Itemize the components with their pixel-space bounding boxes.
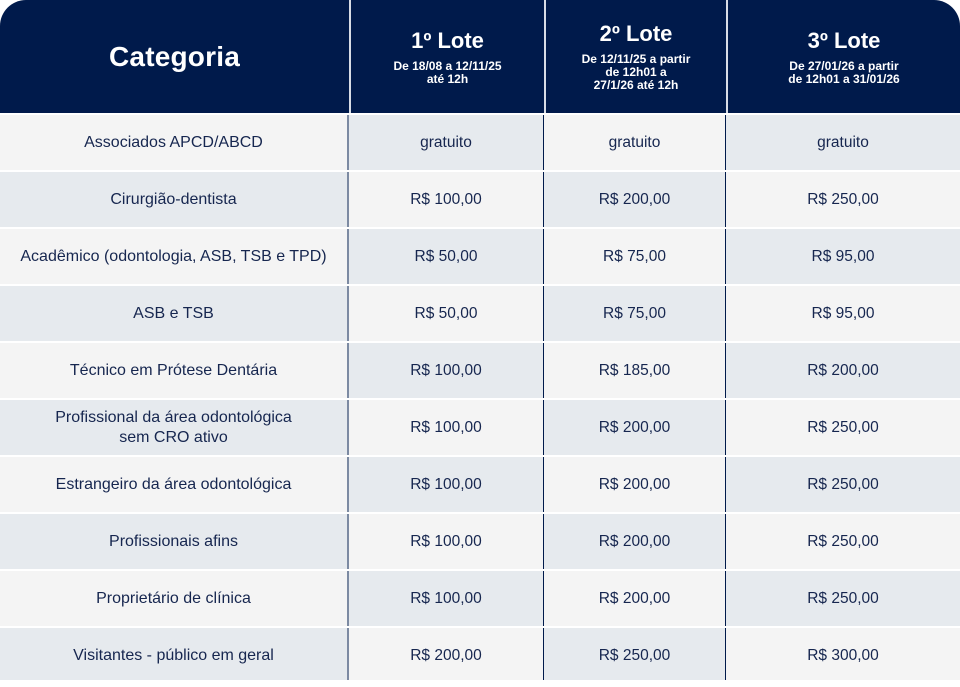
price-lote-2: R$ 75,00 [544,229,726,284]
lote-2-title: 2º Lote [599,21,673,46]
category-cell: Cirurgião-dentista [0,172,349,227]
table-row: Técnico em Prótese Dentária R$ 100,00 R$… [0,341,960,398]
price-lote-3: R$ 300,00 [726,628,960,680]
price-lote-3: R$ 250,00 [726,514,960,569]
lote-3-title: 3º Lote [807,27,881,53]
price-lote-2: R$ 200,00 [544,400,726,455]
category-cell: Estrangeiro da área odontológica [0,457,349,512]
table-row: Proprietário de clínica R$ 100,00 R$ 200… [0,569,960,626]
category-cell: ASB e TSB [0,286,349,341]
category-cell: Acadêmico (odontologia, ASB, TSB e TPD) [0,229,349,284]
category-cell: Visitantes - público em geral [0,628,349,680]
category-cell: Profissionais afins [0,514,349,569]
price-lote-1: R$ 100,00 [349,400,544,455]
table-row: ASB e TSB R$ 50,00 R$ 75,00 R$ 95,00 [0,284,960,341]
price-lote-3: R$ 250,00 [726,457,960,512]
price-lote-3: R$ 250,00 [726,172,960,227]
header-lote-2: 2º Lote De 12/11/25 a partir de 12h01 a … [544,0,726,113]
table-row: Visitantes - público em geral R$ 200,00 … [0,626,960,680]
lote-1-title: 1º Lote [411,27,484,53]
table-body: Associados APCD/ABCD gratuito gratuito g… [0,113,960,680]
price-lote-2: R$ 200,00 [544,514,726,569]
price-lote-3: R$ 250,00 [726,400,960,455]
category-cell: Proprietário de clínica [0,571,349,626]
table-row: Cirurgião-dentista R$ 100,00 R$ 200,00 R… [0,170,960,227]
category-column-title: Categoria [109,40,240,72]
lote-1-dates: De 18/08 a 12/11/25 até 12h [393,58,502,86]
price-lote-3: R$ 95,00 [726,286,960,341]
price-lote-1: R$ 50,00 [349,229,544,284]
price-lote-2: R$ 75,00 [544,286,726,341]
price-lote-1: R$ 100,00 [349,514,544,569]
category-cell: Associados APCD/ABCD [0,115,349,170]
lote-2-dates: De 12/11/25 a partir de 12h01 a 27/1/26 … [581,52,691,92]
price-lote-3: R$ 200,00 [726,343,960,398]
price-lote-3: gratuito [726,115,960,170]
price-lote-1: R$ 200,00 [349,628,544,680]
table-row: Associados APCD/ABCD gratuito gratuito g… [0,113,960,170]
price-lote-2: R$ 200,00 [544,571,726,626]
price-lote-2: R$ 200,00 [544,457,726,512]
price-lote-2: R$ 185,00 [544,343,726,398]
header-category: Categoria [0,0,349,113]
price-lote-1: R$ 100,00 [349,571,544,626]
table-row: Profissionais afins R$ 100,00 R$ 200,00 … [0,512,960,569]
category-cell: Técnico em Prótese Dentária [0,343,349,398]
price-lote-2: gratuito [544,115,726,170]
price-lote-3: R$ 95,00 [726,229,960,284]
table-header: Categoria 1º Lote De 18/08 a 12/11/25 at… [0,0,960,113]
price-lote-1: R$ 100,00 [349,172,544,227]
price-lote-1: R$ 100,00 [349,457,544,512]
header-lote-3: 3º Lote De 27/01/26 a partir de 12h01 a … [726,0,960,113]
price-lote-2: R$ 250,00 [544,628,726,680]
table-row: Profissional da área odontológica sem CR… [0,398,960,455]
price-lote-3: R$ 250,00 [726,571,960,626]
lote-3-dates: De 27/01/26 a partir de 12h01 a 31/01/26 [788,58,900,86]
category-cell: Profissional da área odontológica sem CR… [0,400,349,455]
price-lote-2: R$ 200,00 [544,172,726,227]
table-row: Acadêmico (odontologia, ASB, TSB e TPD) … [0,227,960,284]
price-lote-1: R$ 100,00 [349,343,544,398]
table-row: Estrangeiro da área odontológica R$ 100,… [0,455,960,512]
price-lote-1: R$ 50,00 [349,286,544,341]
price-lote-1: gratuito [349,115,544,170]
header-lote-1: 1º Lote De 18/08 a 12/11/25 até 12h [349,0,544,113]
